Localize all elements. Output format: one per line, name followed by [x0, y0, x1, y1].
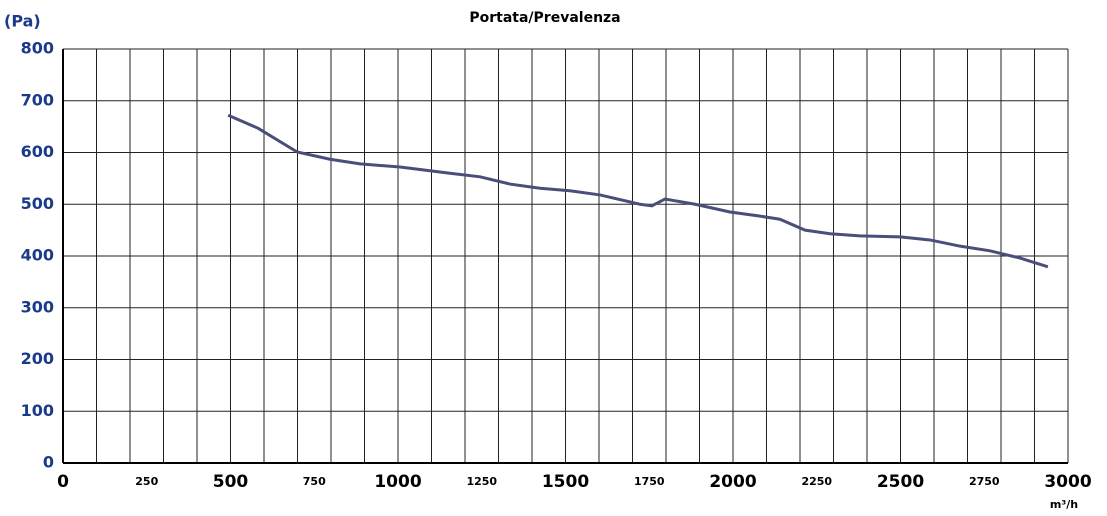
x-tick-label: 1250 [466, 475, 497, 488]
y-tick-label: 200 [21, 349, 54, 368]
y-tick-label: 500 [21, 194, 54, 213]
x-tick-label: 2500 [877, 472, 924, 492]
x-tick-label: 3000 [1044, 472, 1091, 492]
x-tick-label: 2000 [709, 472, 756, 492]
x-tick-label: 500 [213, 472, 249, 492]
x-tick-label: 2750 [969, 475, 1000, 488]
y-tick-label: 100 [21, 401, 54, 420]
x-tick-label: 0 [57, 472, 69, 492]
x-tick-label: 1750 [634, 475, 665, 488]
y-tick-label: 0 [43, 453, 54, 472]
y-tick-label: 700 [21, 90, 54, 109]
x-tick-label: 1500 [542, 472, 589, 492]
x-axis-label: m³/h [1050, 498, 1078, 511]
y-axis-label: (Pa) [4, 12, 41, 31]
x-tick-label: 250 [135, 475, 158, 488]
y-tick-label: 600 [21, 142, 54, 161]
y-tick-label: 300 [21, 297, 54, 316]
x-tick-label: 1000 [374, 472, 421, 492]
chart-title: Portata/Prevalenza [469, 10, 620, 26]
y-tick-label: 800 [21, 39, 54, 58]
y-tick-label: 400 [21, 246, 54, 265]
x-tick-label: 750 [303, 475, 326, 488]
x-tick-label: 2250 [801, 475, 832, 488]
line-series [227, 113, 1049, 269]
